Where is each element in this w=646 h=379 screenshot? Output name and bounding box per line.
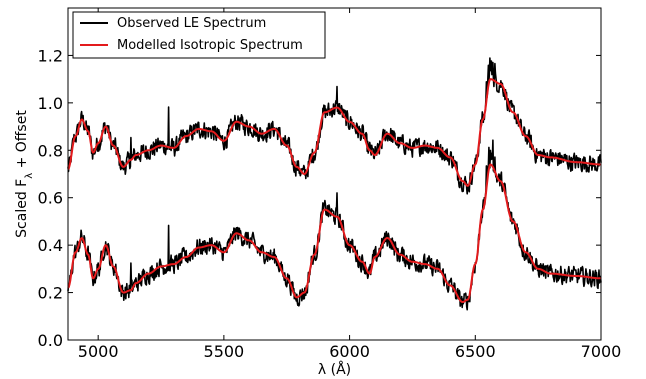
- y-tick-label: 0.2: [38, 284, 63, 303]
- legend-box: [72, 11, 326, 59]
- plot-area: [67, 57, 602, 311]
- y-tick-label: 0.6: [38, 189, 63, 208]
- x-tick-label: 7000: [581, 342, 622, 361]
- tick-labels: 5000 5500 6000 6500 7000 0.0 0.2 0.4 0.6 0.8 1.0 1.…: [38, 46, 622, 361]
- y-axis-label: Scaled Fλ + Offset: [14, 110, 35, 238]
- y-tick-label: 1.0: [38, 94, 63, 113]
- y-tick-label: 0.4: [38, 236, 63, 255]
- legend: Observed LE Spectrum Modelled Isotropic …: [72, 11, 326, 59]
- legend-label-model: Modelled Isotropic Spectrum: [117, 38, 303, 53]
- y-tick-label: 0.0: [38, 331, 63, 350]
- x-tick-label: 6500: [455, 342, 496, 361]
- model-spectrum-line: [67, 78, 601, 187]
- legend-label-observed: Observed LE Spectrum: [117, 16, 266, 31]
- y-tick-label: 0.8: [38, 141, 63, 160]
- y-tick-label: 1.2: [38, 46, 63, 65]
- plot-frame: [67, 7, 602, 341]
- observed-spectrum-line: [67, 57, 602, 195]
- x-tick-label: 5500: [204, 342, 245, 361]
- model-spectrum-line: [67, 163, 601, 303]
- x-axis-label: λ (Å): [318, 361, 351, 378]
- x-tick-label: 6000: [329, 342, 370, 361]
- observed-spectrum-line: [67, 139, 602, 311]
- x-tick-label: 5000: [78, 342, 119, 361]
